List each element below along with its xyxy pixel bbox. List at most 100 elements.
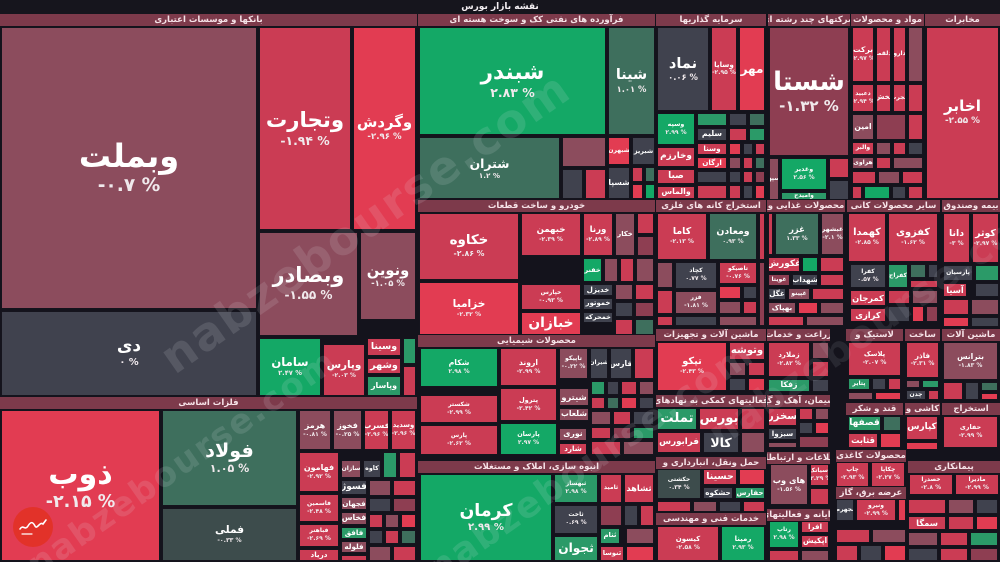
tile-وسینا[interactable]: وسینا: [367, 338, 401, 356]
tile-تپکو[interactable]: تپکو -۲.۴۳ %: [657, 342, 727, 391]
tile-filler[interactable]: [848, 392, 873, 400]
tile-filler[interactable]: [613, 427, 631, 439]
tile-filler[interactable]: [759, 213, 765, 260]
tile-filler[interactable]: [591, 397, 605, 409]
tile-filler[interactable]: [812, 379, 829, 392]
tile-وسپه[interactable]: وسپه ۲.۹۹ %: [657, 113, 695, 145]
tile-filler[interactable]: [829, 158, 849, 178]
tile-filler[interactable]: [621, 397, 637, 409]
tile-filler[interactable]: [585, 169, 606, 199]
tile-سخزر[interactable]: سخزر: [768, 408, 797, 426]
tile-وبملت[interactable]: وبملت -۰.۷ %: [1, 27, 257, 309]
tile-خمحرکه[interactable]: خمحرکه: [583, 312, 613, 323]
tile-filler[interactable]: [633, 411, 654, 425]
tile-filler[interactable]: [829, 180, 849, 200]
tile-filler[interactable]: [600, 505, 622, 526]
tile-filler[interactable]: [884, 545, 906, 561]
tile-filler[interactable]: [743, 185, 753, 199]
tile-قثابت[interactable]: قثابت: [848, 433, 878, 448]
tile-filler[interactable]: [607, 397, 619, 409]
tile-ثنام[interactable]: ثنام: [600, 528, 620, 544]
tile-filler[interactable]: [798, 302, 818, 314]
tile-filler[interactable]: [768, 316, 804, 326]
tile-فباهنر[interactable]: فباهنر -۲.۶۹ %: [299, 524, 339, 547]
tile-filler[interactable]: [940, 548, 968, 561]
tile-ذوب[interactable]: ذوب -۲.۱۵ %: [1, 410, 160, 561]
tile-filler[interactable]: [719, 286, 741, 299]
tile-فسوژ[interactable]: فسوژ: [341, 480, 367, 495]
tile-filler[interactable]: [926, 306, 938, 322]
tile-فافق[interactable]: فافق: [341, 527, 367, 539]
tile-فخوز[interactable]: فخوز -۰.۲۵ %: [333, 410, 362, 450]
tile-filler[interactable]: [965, 382, 979, 400]
tile-ثنوسا[interactable]: ثنوسا: [600, 546, 624, 561]
tile-کفرا[interactable]: کفرا ۰.۵۷ %: [850, 264, 886, 288]
tile-کاما[interactable]: کاما -۲.۱۳ %: [657, 213, 707, 260]
tile-غپینو[interactable]: غپینو: [788, 288, 810, 300]
tile-filler[interactable]: [908, 186, 923, 199]
tile-رمپنا[interactable]: رمپنا ۲.۹۳ %: [721, 526, 765, 561]
tile-حشکوه[interactable]: حشکوه: [703, 487, 733, 499]
tile-filler[interactable]: [399, 452, 416, 478]
tile-filler[interactable]: [697, 171, 727, 183]
tile-دلقما[interactable]: دلقما: [876, 27, 891, 82]
tile-filler[interactable]: [591, 411, 611, 425]
tile-خدیزل[interactable]: خدیزل: [583, 284, 613, 296]
tile-خموتور[interactable]: خموتور: [583, 298, 613, 310]
tile-filler[interactable]: [922, 380, 939, 388]
tile-filler[interactable]: [812, 361, 829, 377]
tile-filler[interactable]: [729, 157, 741, 169]
tile-filler[interactable]: [635, 284, 654, 300]
tile-کاوه[interactable]: کاوه: [363, 460, 381, 478]
tile-دارو[interactable]: دارو: [893, 27, 906, 82]
tile-filler[interactable]: [591, 381, 605, 395]
tile-filler[interactable]: [976, 499, 998, 514]
tile-filler[interactable]: [975, 283, 999, 297]
tile-فملی[interactable]: فملی -۰.۳۳ %: [162, 508, 297, 561]
tile-filler[interactable]: [719, 316, 757, 326]
tile-filler[interactable]: [743, 157, 753, 169]
tile-ارگان[interactable]: ارگان: [697, 157, 727, 169]
tile-کمرجان[interactable]: کمرجان: [850, 290, 886, 306]
tile-filler[interactable]: [883, 416, 901, 431]
tile-filler[interactable]: [812, 342, 829, 359]
tile-filler[interactable]: [615, 302, 633, 317]
tile-شهداب[interactable]: شهداب: [792, 274, 818, 286]
tile-وسپهر[interactable]: وسپهر: [769, 158, 779, 200]
tile-filler[interactable]: [729, 113, 747, 126]
tile-filler[interactable]: [697, 113, 727, 126]
tile-filler[interactable]: [613, 411, 631, 425]
tile-فسرب[interactable]: فسرب -۲.۹۶ %: [364, 410, 389, 450]
tile-filler[interactable]: [768, 213, 773, 255]
tile-filler[interactable]: [657, 262, 673, 288]
tile-filler[interactable]: [749, 113, 765, 126]
tile-filler[interactable]: [729, 185, 741, 199]
tile-filler[interactable]: [637, 236, 654, 256]
tile-filler[interactable]: [875, 392, 901, 400]
tile-filler[interactable]: [635, 302, 654, 317]
tile-پترول[interactable]: پترول -۲.۴۲ %: [500, 388, 557, 421]
tile-filler[interactable]: [591, 427, 611, 439]
tile-filler[interactable]: [393, 480, 416, 496]
tile-شبهرن[interactable]: شبهرن: [608, 137, 630, 165]
tile-ثجوان[interactable]: ثجوان: [554, 536, 598, 561]
tile-filler[interactable]: [624, 505, 638, 526]
tile-ثبهساز[interactable]: ثبهساز ۲.۹۸ %: [554, 474, 598, 503]
tile-filler[interactable]: [719, 501, 741, 512]
tile-شبریز[interactable]: شبریز: [632, 137, 655, 165]
tile-کوثر[interactable]: کوثر -۲.۹۷ %: [972, 213, 999, 263]
tile-پارسیان[interactable]: پارسیان: [943, 265, 973, 281]
tile-filler[interactable]: [888, 378, 901, 390]
tile-فرابورس[interactable]: فرابورس: [657, 432, 701, 453]
tile-filler[interactable]: [383, 452, 397, 478]
tile-های وب[interactable]: های وب -۱.۵۶ %: [770, 464, 808, 505]
tile-filler[interactable]: [385, 530, 399, 544]
tile-filler[interactable]: [657, 290, 673, 314]
tile-filler[interactable]: [799, 436, 829, 448]
tile-تاصیکو[interactable]: تاصیکو -۰.۷۶ %: [719, 262, 757, 284]
tile-کچاد[interactable]: کچاد ۰.۷۷ %: [675, 262, 717, 289]
tile-filler[interactable]: [385, 514, 399, 528]
tile-filler[interactable]: [970, 532, 998, 546]
tile-غزر[interactable]: غزر ۱.۳۳ %: [775, 213, 819, 255]
tile-filler[interactable]: [876, 157, 891, 169]
